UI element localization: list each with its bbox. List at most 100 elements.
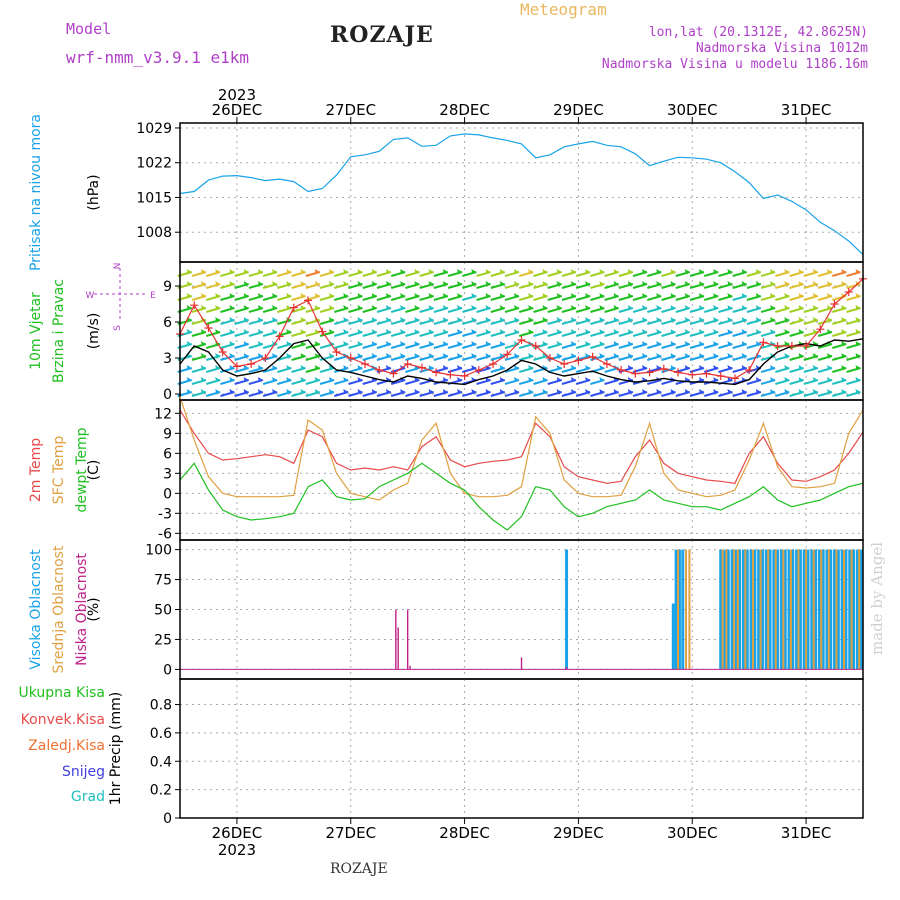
- wind-barb-head: [314, 341, 320, 346]
- gust-point: [332, 348, 341, 356]
- wind-barb-head: [343, 305, 349, 310]
- wind-barb-head: [442, 293, 448, 298]
- wind-barb-head: [314, 269, 320, 274]
- wind-barb-head: [257, 353, 263, 358]
- wind-barb-head: [684, 281, 690, 286]
- gust-point: [232, 362, 241, 371]
- wind-barb-head: [713, 329, 719, 334]
- product-label: Meteogram: [520, 0, 607, 19]
- wind-ytick-label: 3: [163, 351, 172, 367]
- wind-barb-head: [286, 353, 292, 358]
- model-name: wrf-nmm_v3.9.1 e1km: [66, 48, 250, 67]
- wind-barb-head: [300, 269, 306, 274]
- cloud-bar-high: [810, 549, 814, 670]
- wind-barb-head: [428, 305, 434, 310]
- pressure-ylabel: Pritisak na nivou mora: [28, 114, 44, 271]
- wind-barb-head: [727, 365, 733, 370]
- wind-barb-head: [414, 353, 420, 358]
- wind-barb-head: [642, 305, 648, 310]
- wind-barb-head: [357, 377, 363, 382]
- wind-barb-head: [314, 293, 320, 298]
- gust-point: [204, 324, 213, 332]
- wind-barb-head: [329, 293, 335, 298]
- wind-barb-head: [556, 365, 562, 370]
- wind-barb-head: [770, 269, 776, 274]
- wind-barb-head: [385, 389, 391, 394]
- compass-e: E: [150, 291, 156, 301]
- wind-barb-head: [755, 365, 761, 370]
- wind-barb-head: [457, 341, 463, 346]
- cloud-bar-high: [791, 549, 795, 670]
- x-tick-label-top: 27DEC: [325, 101, 376, 119]
- cloud-bar-mid: [677, 549, 680, 670]
- wind-barb-head: [229, 389, 235, 394]
- clouds-ylabel: Visoka Oblacnost: [28, 549, 44, 670]
- wind-barb-head: [385, 305, 391, 310]
- wind-barb-head: [556, 269, 562, 274]
- gust-point: [289, 303, 298, 312]
- wind-barb-head: [656, 389, 662, 394]
- pressure-ytick-label: 1008: [136, 225, 172, 241]
- wind-barb-head: [457, 305, 463, 310]
- wind-barb-head: [570, 317, 576, 322]
- wind-barb-head: [684, 269, 690, 274]
- cloud-bar-high: [753, 549, 757, 670]
- wind-barb-head: [357, 281, 363, 286]
- wind-barb-head: [784, 365, 790, 370]
- wind-barb-head: [286, 305, 292, 310]
- wind-barb-head: [798, 377, 804, 382]
- wind-barb-head: [713, 317, 719, 322]
- wind-barb-head: [300, 305, 306, 310]
- gust-point: [375, 366, 384, 374]
- wind-barb-head: [798, 353, 804, 358]
- cloud-bar-high: [783, 549, 787, 670]
- gust-point: [318, 327, 327, 336]
- wind-barb-head: [286, 341, 292, 346]
- wind-barb-head: [442, 281, 448, 286]
- cloud-bar-high: [757, 549, 761, 670]
- cloud-bar-mid: [820, 549, 823, 670]
- wind-barb-head: [855, 377, 861, 382]
- wind-barb-head: [613, 329, 619, 334]
- wind-barb-head: [499, 281, 505, 286]
- lonlat-label: lon,lat (20.1312E, 42.8625N): [648, 25, 868, 40]
- wind-barb-head: [229, 341, 235, 346]
- wind-barb-head: [542, 389, 548, 394]
- wind-barb-head: [770, 389, 776, 394]
- cloud-bar-high: [730, 549, 734, 670]
- gust-point: [702, 369, 711, 378]
- wind-barb-head: [755, 389, 761, 394]
- wind-barb-head: [570, 329, 576, 334]
- wind-barb-head: [357, 329, 363, 334]
- wind-barb-head: [713, 293, 719, 298]
- wind-barb-head: [656, 281, 662, 286]
- wind-barb-head: [770, 365, 776, 370]
- wind-barb-head: [257, 365, 263, 370]
- wind-barb-head: [272, 317, 278, 322]
- pressure-ytick-label: 1029: [136, 121, 172, 137]
- wind-barb-head: [755, 293, 761, 298]
- wind-barb-head: [642, 365, 648, 370]
- temperature-ytick-label: -3: [158, 506, 172, 522]
- gust-point: [631, 369, 640, 378]
- clouds-ytick-label: 75: [154, 573, 172, 589]
- cloud-bar-high: [772, 549, 776, 670]
- wind-barb-head: [385, 365, 391, 370]
- wind-barb-head: [698, 389, 704, 394]
- cloud-bar-high: [741, 549, 745, 670]
- wind-barb-head: [585, 377, 591, 382]
- wind-barb-head: [471, 365, 477, 370]
- wind-barb-head: [471, 281, 477, 286]
- wind-barb-head: [257, 389, 263, 394]
- gust-point: [403, 360, 412, 368]
- wind-barb-head: [670, 365, 676, 370]
- wind-barb-head: [385, 281, 391, 286]
- wind-barb-head: [627, 317, 633, 322]
- wind-barb-head: [585, 353, 591, 358]
- wind-barb-head: [329, 305, 335, 310]
- wind-barb-head: [357, 341, 363, 346]
- wind-barb-head: [642, 293, 648, 298]
- wind-barb-head: [798, 365, 804, 370]
- wind-barb-head: [243, 365, 249, 370]
- wind-barb-head: [841, 389, 847, 394]
